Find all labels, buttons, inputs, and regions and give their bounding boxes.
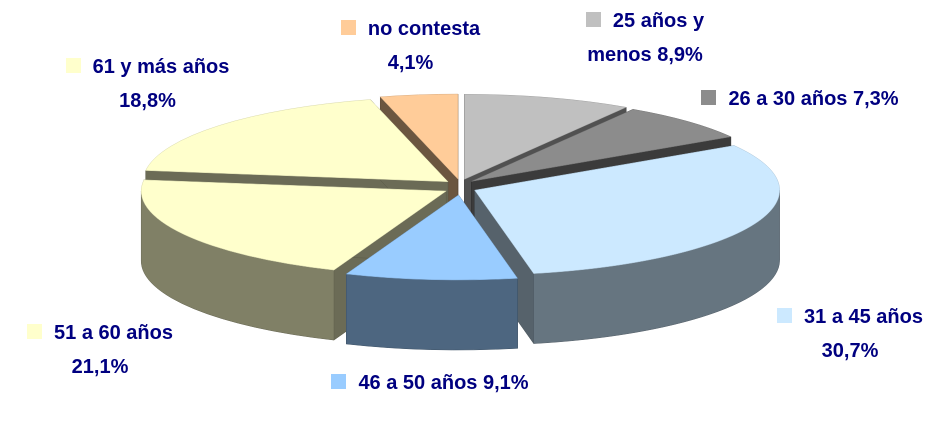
slice-top [345, 194, 519, 281]
slice-wall [346, 273, 518, 351]
value-label: 7,3% [852, 88, 899, 110]
category-label: 25 años y menos [587, 10, 705, 66]
legend-swatch [331, 374, 347, 389]
legend-swatch [340, 20, 356, 35]
legend-swatch [585, 12, 601, 27]
data-label: 46 a 50 años 9,1% [330, 366, 530, 400]
value-label: 21,1% [71, 356, 129, 378]
legend-swatch [27, 324, 43, 339]
slice-top [145, 99, 449, 182]
slice-top [474, 145, 780, 274]
value-label: 9,1% [482, 372, 529, 394]
category-label: 26 a 30 años [728, 88, 848, 110]
category-label: 31 a 45 años [804, 306, 923, 328]
data-label: 26 a 30 años 7,3% [700, 82, 900, 116]
value-label: 30,7% [821, 340, 879, 362]
slice-top [464, 94, 628, 180]
legend-swatch [777, 308, 793, 323]
category-label: 61 y más años [92, 56, 230, 78]
data-label: no contesta 4,1% [318, 12, 503, 80]
slice-top [471, 109, 732, 182]
slice [345, 194, 519, 351]
category-label: 51 a 60 años [54, 322, 173, 344]
data-label: 25 años y menos 8,9% [555, 4, 735, 72]
value-label: 18,8% [119, 90, 176, 112]
category-label: no contesta [367, 18, 481, 40]
slice-top [140, 179, 447, 271]
data-label: 31 a 45 años 30,7% [755, 300, 935, 368]
category-label: 46 a 50 años [358, 372, 478, 394]
slice-top [379, 93, 459, 180]
data-label: 51 a 60 años 21,1% [5, 316, 195, 384]
data-label: 61 y más años 18,8% [55, 50, 240, 118]
value-label: 8,9% [657, 44, 703, 66]
legend-swatch [701, 90, 717, 105]
legend-swatch [65, 58, 81, 73]
value-label: 4,1% [387, 52, 434, 74]
slice [474, 145, 780, 345]
